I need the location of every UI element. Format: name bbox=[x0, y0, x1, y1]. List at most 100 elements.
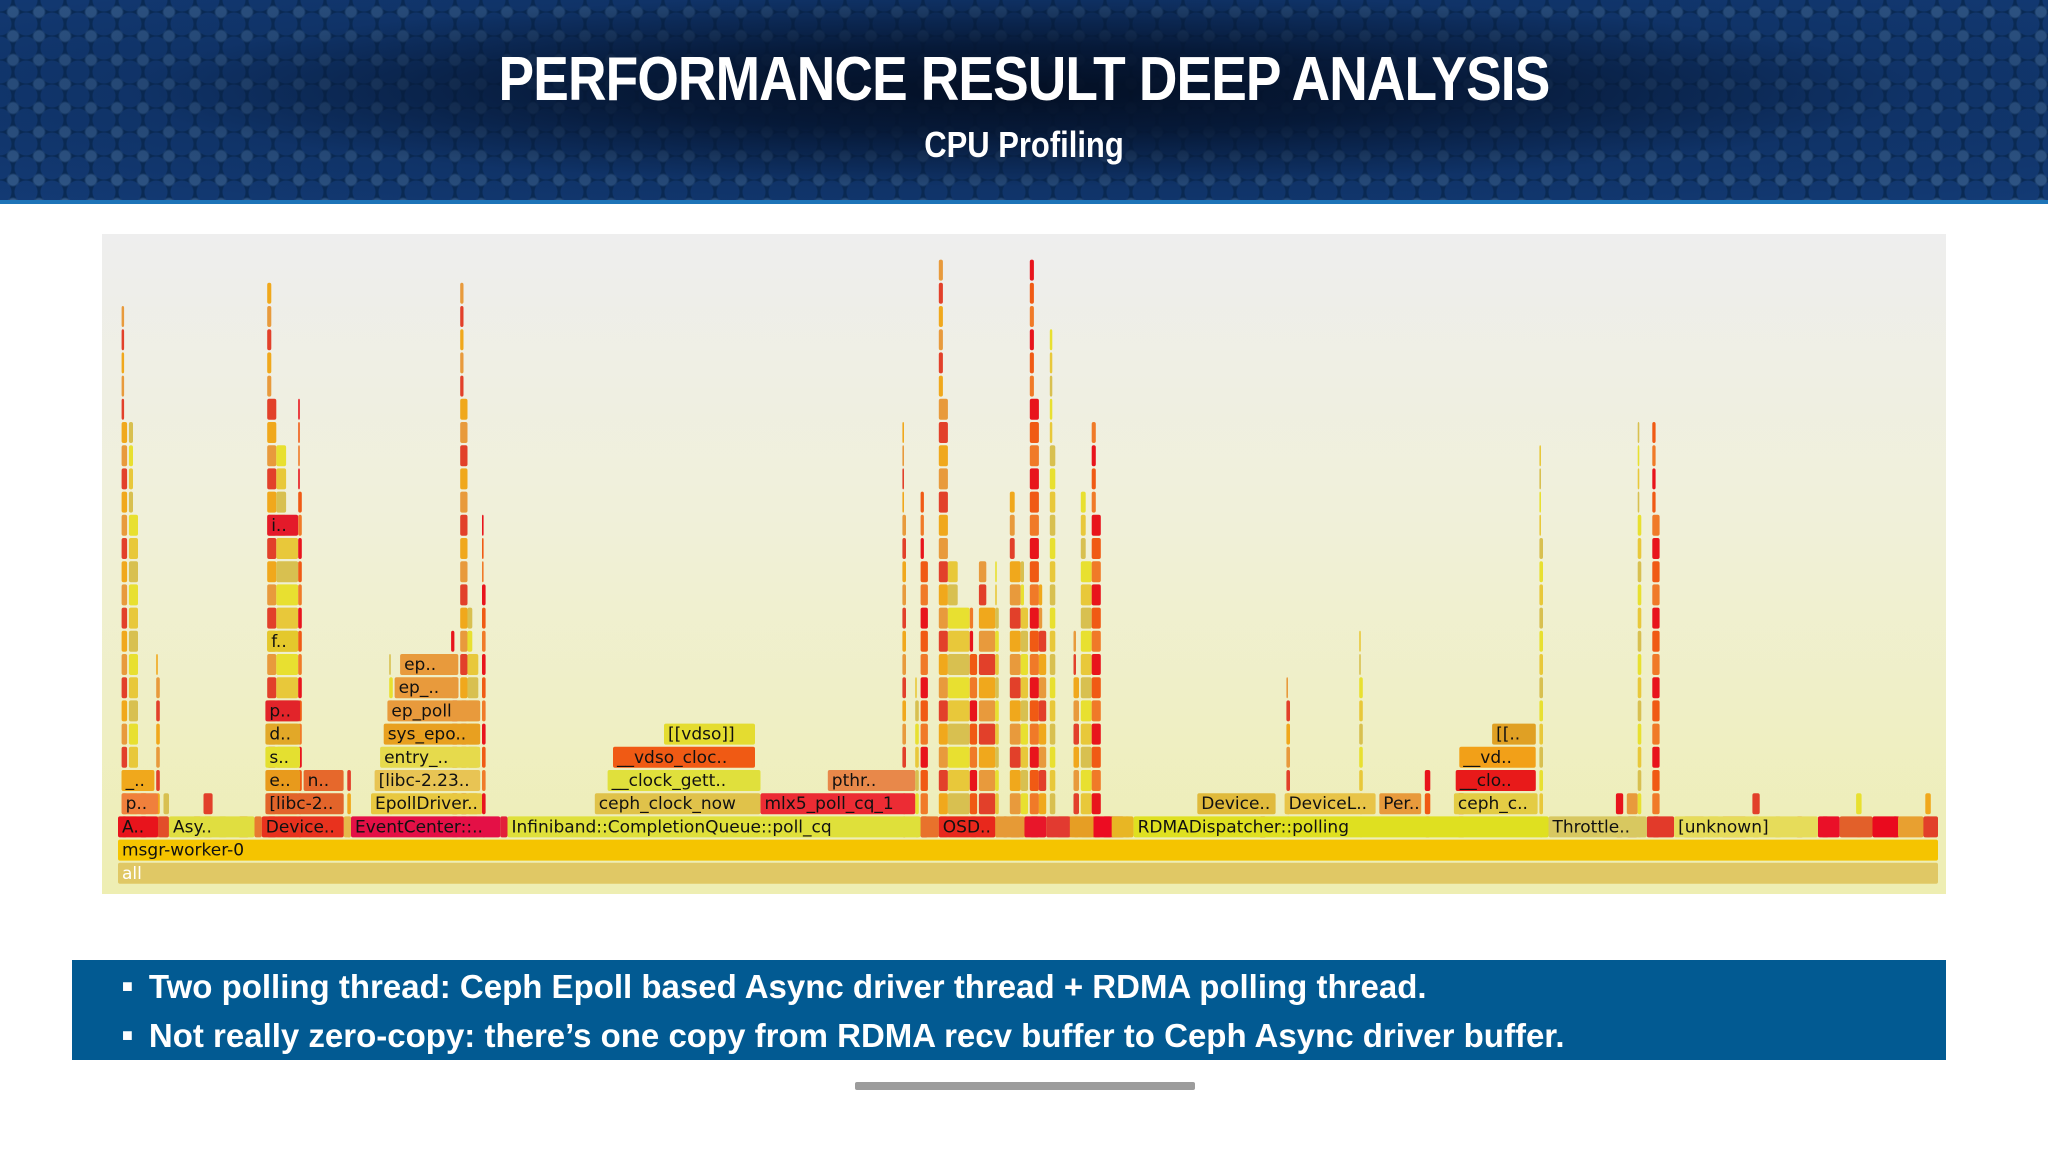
flame-tower-frame[interactable] bbox=[1080, 584, 1092, 606]
flame-frame[interactable] bbox=[500, 816, 508, 838]
flame-tower-frame[interactable] bbox=[1038, 746, 1047, 768]
flame-tower-frame[interactable] bbox=[947, 630, 970, 652]
flame-tower-frame[interactable] bbox=[938, 259, 943, 281]
flame-tower-frame[interactable] bbox=[1637, 514, 1642, 536]
flame-tower-frame[interactable] bbox=[938, 654, 948, 675]
flame-frame[interactable]: Throttle.. bbox=[1548, 816, 1647, 838]
flame-tower-frame[interactable] bbox=[1080, 677, 1092, 699]
flame-frame[interactable]: n.. bbox=[303, 770, 344, 791]
flame-tower-frame[interactable] bbox=[1539, 630, 1543, 652]
flame-tower-frame[interactable] bbox=[995, 793, 999, 815]
flame-tower-frame[interactable] bbox=[128, 723, 138, 745]
flame-tower-frame[interactable] bbox=[276, 468, 287, 490]
flame-frame[interactable] bbox=[1646, 816, 1675, 838]
flame-frame[interactable]: ep.. bbox=[400, 654, 459, 675]
flame-tower-frame[interactable] bbox=[947, 746, 970, 768]
flame-tower-frame[interactable] bbox=[1009, 723, 1021, 745]
flame-tower-frame[interactable] bbox=[995, 770, 999, 791]
flame-frame[interactable]: [[vdso]] bbox=[664, 723, 755, 745]
flame-tower-frame[interactable] bbox=[1637, 677, 1642, 699]
flame-frame[interactable]: ceph_c.. bbox=[1453, 793, 1538, 815]
flame-tower-frame[interactable] bbox=[1091, 607, 1101, 629]
flame-frame[interactable]: OSD.. bbox=[938, 816, 996, 838]
flame-tower-frame[interactable] bbox=[298, 654, 302, 675]
flame-tower-frame[interactable] bbox=[276, 677, 299, 699]
flame-tower-frame[interactable] bbox=[267, 422, 277, 443]
flame-frame[interactable]: __vd.. bbox=[1459, 746, 1536, 768]
flame-tower-frame[interactable] bbox=[1637, 746, 1642, 768]
flame-tower-frame[interactable] bbox=[1049, 677, 1056, 699]
flame-tower-frame[interactable] bbox=[902, 700, 906, 722]
flame-tower-frame[interactable] bbox=[298, 491, 302, 513]
flame-tower-frame[interactable] bbox=[467, 630, 473, 652]
flame-frame[interactable] bbox=[920, 816, 939, 838]
flame-frame[interactable]: EpollDriver.. bbox=[371, 793, 482, 815]
flame-tower-frame[interactable] bbox=[1286, 723, 1290, 745]
flame-frame[interactable]: Device.. bbox=[1197, 793, 1276, 815]
flame-tower-frame[interactable] bbox=[128, 607, 138, 629]
flame-tower-frame[interactable] bbox=[1029, 468, 1039, 490]
flame-frame[interactable]: __clo.. bbox=[1455, 770, 1536, 791]
flame-tower-frame[interactable] bbox=[1637, 491, 1640, 513]
flame-tower-frame[interactable] bbox=[1029, 584, 1039, 606]
flame-tower-frame[interactable] bbox=[482, 607, 486, 629]
flame-tower-frame[interactable] bbox=[978, 677, 996, 699]
flame-tower-frame[interactable] bbox=[1091, 630, 1101, 652]
flame-tower-frame[interactable] bbox=[902, 723, 906, 745]
flame-tower-frame[interactable] bbox=[121, 445, 128, 467]
flame-tower-frame[interactable] bbox=[460, 282, 464, 304]
flame-tower-frame[interactable] bbox=[1029, 630, 1039, 652]
flame-tower-frame[interactable] bbox=[1073, 746, 1080, 768]
flame-tower-frame[interactable] bbox=[1029, 538, 1039, 559]
flame-tower-frame[interactable] bbox=[978, 746, 996, 768]
flame-tower-frame[interactable] bbox=[920, 584, 928, 606]
flame-tower-frame[interactable] bbox=[1080, 491, 1086, 513]
flame-tower-frame[interactable] bbox=[276, 445, 287, 467]
flame-tower-frame[interactable] bbox=[947, 561, 958, 583]
flame-tower-frame[interactable] bbox=[1652, 445, 1656, 467]
flame-tower-frame[interactable] bbox=[1049, 491, 1056, 513]
flame-tower-frame[interactable] bbox=[1038, 584, 1043, 606]
flame-tower-frame[interactable] bbox=[276, 654, 299, 675]
flame-tower-frame[interactable] bbox=[1091, 491, 1096, 513]
flame-tower-frame[interactable] bbox=[298, 538, 302, 559]
flame-tower-frame[interactable] bbox=[298, 561, 302, 583]
flame-frame[interactable]: EventCenter::.. bbox=[351, 816, 501, 838]
flame-tower-frame[interactable] bbox=[902, 538, 906, 559]
flame-tower-frame[interactable] bbox=[1020, 654, 1028, 675]
flame-tower-frame[interactable] bbox=[267, 677, 277, 699]
flame-tower-frame[interactable] bbox=[298, 398, 300, 420]
flame-tower-frame[interactable] bbox=[482, 677, 486, 699]
flame-tower-frame[interactable] bbox=[1038, 793, 1047, 815]
flame-tower-frame[interactable] bbox=[128, 561, 138, 583]
flame-tower-frame[interactable] bbox=[1286, 677, 1288, 699]
flame-tower-frame[interactable] bbox=[267, 468, 277, 490]
flame-frame[interactable]: sys_epo.. bbox=[383, 723, 481, 745]
flame-tower-frame[interactable] bbox=[121, 422, 128, 443]
flame-tower-frame[interactable] bbox=[920, 654, 928, 675]
flame-tower-frame[interactable] bbox=[276, 607, 299, 629]
flame-tower-frame[interactable] bbox=[1091, 514, 1101, 536]
flame-tower-frame[interactable] bbox=[938, 793, 948, 815]
flame-tower-frame[interactable] bbox=[902, 514, 906, 536]
flame-frame[interactable]: all bbox=[118, 862, 1938, 884]
flame-tower-frame[interactable] bbox=[1020, 677, 1028, 699]
flame-tower-frame[interactable] bbox=[902, 445, 904, 467]
flame-frame[interactable] bbox=[254, 816, 262, 838]
flame-tower-frame[interactable] bbox=[1009, 561, 1021, 583]
flame-tower-frame[interactable] bbox=[1091, 561, 1101, 583]
flame-tower-frame[interactable] bbox=[156, 654, 158, 675]
flame-tower-frame[interactable] bbox=[1020, 723, 1028, 745]
flame-tower-frame[interactable] bbox=[1091, 538, 1101, 559]
flame-tower-frame[interactable] bbox=[1020, 770, 1028, 791]
flame-tower-frame[interactable] bbox=[1049, 352, 1053, 374]
flame-tower-frame[interactable] bbox=[1009, 746, 1021, 768]
flame-tower-frame[interactable] bbox=[1652, 677, 1660, 699]
flame-tower-frame[interactable] bbox=[1049, 654, 1056, 675]
flame-tower-frame[interactable] bbox=[938, 375, 943, 397]
flame-frame[interactable] bbox=[1069, 816, 1094, 838]
flame-tower-frame[interactable] bbox=[128, 700, 138, 722]
flame-tower-frame[interactable] bbox=[938, 306, 943, 327]
flame-tower-frame[interactable] bbox=[128, 491, 133, 513]
flame-frame[interactable] bbox=[1111, 816, 1134, 838]
